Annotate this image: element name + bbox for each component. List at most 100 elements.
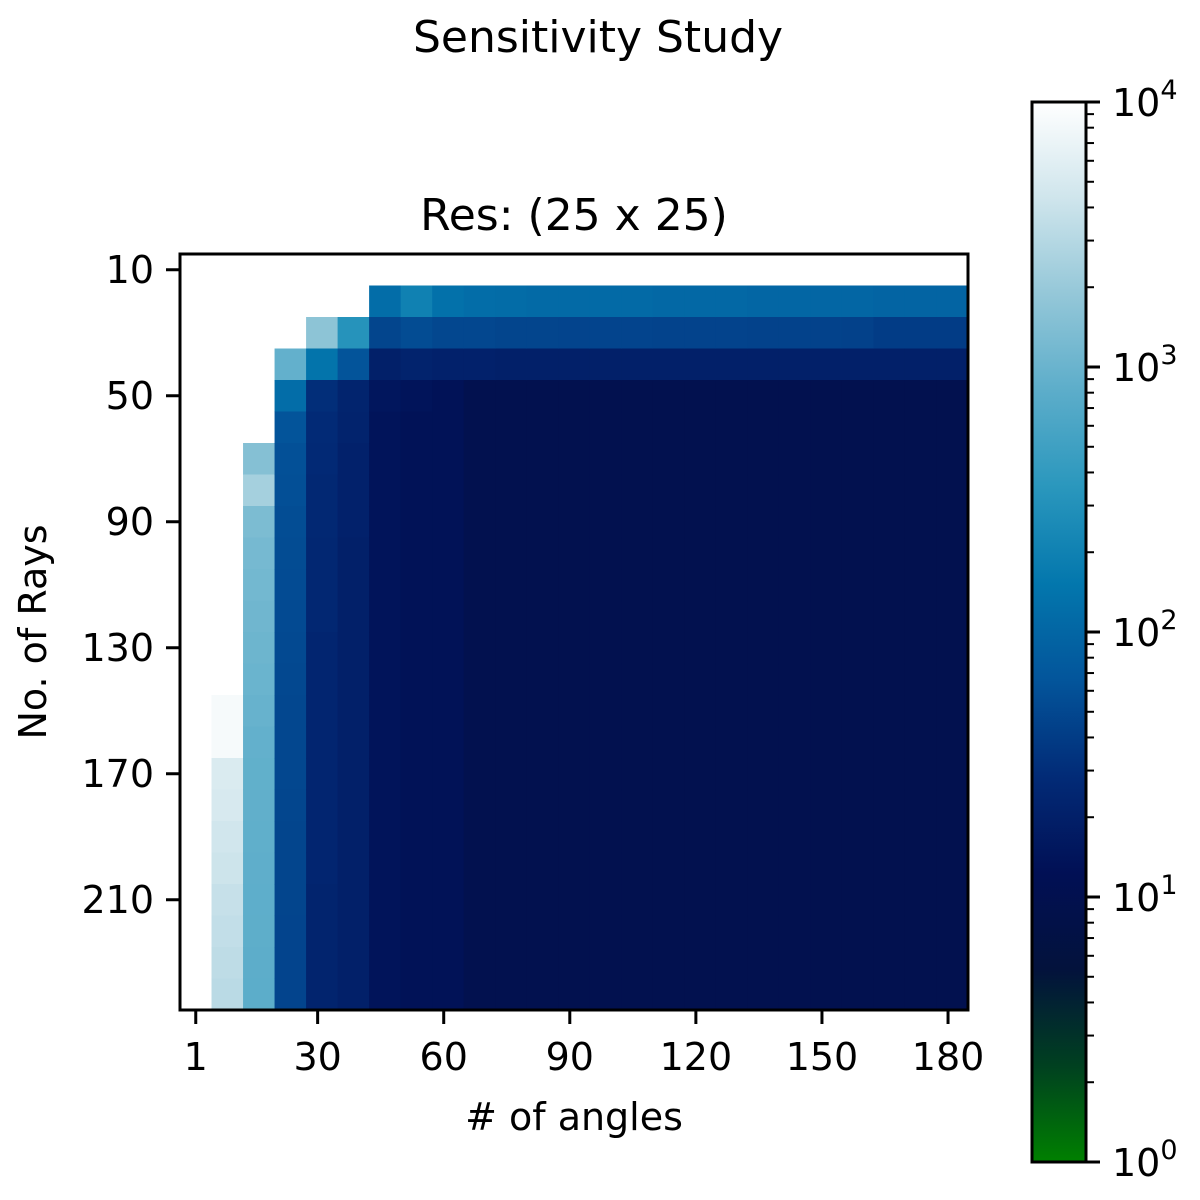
heatmap-cell [526, 632, 559, 665]
heatmap-cell [243, 915, 276, 948]
heatmap-cell [684, 443, 717, 476]
heatmap-cell [306, 600, 339, 633]
heatmap-cell [684, 726, 717, 759]
heatmap-cell [778, 317, 811, 350]
heatmap-cell [841, 600, 875, 633]
heatmap-cell [526, 663, 559, 696]
heatmap-cell [495, 285, 528, 318]
heatmap-cell [715, 380, 748, 413]
heatmap-cell [432, 726, 465, 759]
heatmap-cell [652, 411, 685, 444]
heatmap-cell [526, 821, 559, 854]
heatmap-cell [715, 506, 748, 539]
heatmap-cell [243, 852, 276, 885]
heatmap-cell [400, 317, 433, 350]
heatmap-cell [306, 852, 339, 885]
heatmap-cell [810, 726, 843, 759]
heatmap-cell [400, 411, 433, 444]
heatmap-cell [715, 789, 748, 822]
heatmap-cell [747, 978, 780, 1011]
heatmap-cell [747, 632, 780, 665]
plot-frame [178, 252, 970, 1012]
heatmap-cell [936, 348, 969, 381]
heatmap-cell [873, 852, 906, 885]
heatmap-cell [873, 978, 906, 1011]
heatmap-cell [495, 758, 528, 791]
heatmap-cell [841, 506, 875, 539]
heatmap-cell [684, 411, 717, 444]
heatmap-cell [432, 632, 465, 665]
heatmap-cell [306, 380, 339, 413]
heatmap-cell [306, 411, 339, 444]
heatmap-cell [589, 978, 622, 1011]
heatmap-cell [495, 915, 528, 948]
heatmap-cell [652, 821, 685, 854]
heatmap-cell [684, 821, 717, 854]
heatmap-cell [936, 947, 969, 980]
heatmap-cell [810, 506, 843, 539]
heatmap-cell [684, 978, 717, 1011]
heatmap-cell [306, 348, 339, 381]
heatmap-cell [904, 600, 938, 633]
heatmap-cell [274, 411, 307, 444]
heatmap-cell [432, 537, 465, 570]
heatmap-cell [432, 474, 465, 507]
heatmap-cell [841, 285, 875, 318]
heatmap-cell [463, 821, 496, 854]
heatmap-cell [904, 758, 938, 791]
heatmap-cell [526, 506, 559, 539]
heatmap-cell [841, 758, 875, 791]
heatmap-cell [369, 411, 402, 444]
heatmap-cell [274, 758, 307, 791]
heatmap-cell [715, 474, 748, 507]
heatmap-cell [841, 537, 875, 570]
heatmap-cell [589, 474, 622, 507]
heatmap-cell [904, 978, 938, 1011]
heatmap-cell [526, 411, 559, 444]
heatmap-cell [810, 978, 843, 1011]
heatmap-cell [936, 884, 969, 917]
heatmap-cell [841, 978, 875, 1011]
heatmap-cell [337, 758, 370, 791]
heatmap-cell [778, 443, 811, 476]
heatmap-cell [463, 348, 496, 381]
heatmap-cell [369, 663, 402, 696]
heatmap-cell [904, 474, 938, 507]
heatmap-cell [432, 789, 465, 822]
heatmap-cell [810, 348, 843, 381]
heatmap-cell [684, 285, 717, 318]
heatmap-cell [904, 821, 938, 854]
heatmap-cell [558, 852, 591, 885]
x-axis-ticks: 1 30 60 90 120 150 180 [184, 1010, 984, 1079]
heatmap-cell [274, 695, 307, 728]
heatmap-cell [306, 537, 339, 570]
heatmap-cell [306, 884, 339, 917]
heatmap-cell [369, 695, 402, 728]
heatmap-cell [558, 758, 591, 791]
heatmap-cell [621, 600, 654, 633]
heatmap-cell [495, 569, 528, 602]
heatmap-cell [526, 695, 559, 728]
y-tick-label: 170 [81, 752, 154, 796]
heatmap-cell [589, 506, 622, 539]
heatmap-cell [369, 443, 402, 476]
heatmap-cell [558, 317, 591, 350]
heatmap-cell [873, 884, 906, 917]
heatmap-cell [337, 506, 370, 539]
heatmap-cell [747, 821, 780, 854]
heatmap-cell [558, 789, 591, 822]
heatmap-cell [810, 789, 843, 822]
heatmap-cell [778, 506, 811, 539]
heatmap-cell [652, 915, 685, 948]
heatmap-cell [400, 663, 433, 696]
heatmap-cell [904, 380, 938, 413]
heatmap-cell [558, 474, 591, 507]
heatmap-cell [904, 695, 938, 728]
heatmap-cell [495, 663, 528, 696]
heatmap-cell [400, 569, 433, 602]
heatmap-cell [621, 663, 654, 696]
heatmap-cell [400, 695, 433, 728]
heatmap-cell [747, 537, 780, 570]
heatmap-cell [621, 285, 654, 318]
